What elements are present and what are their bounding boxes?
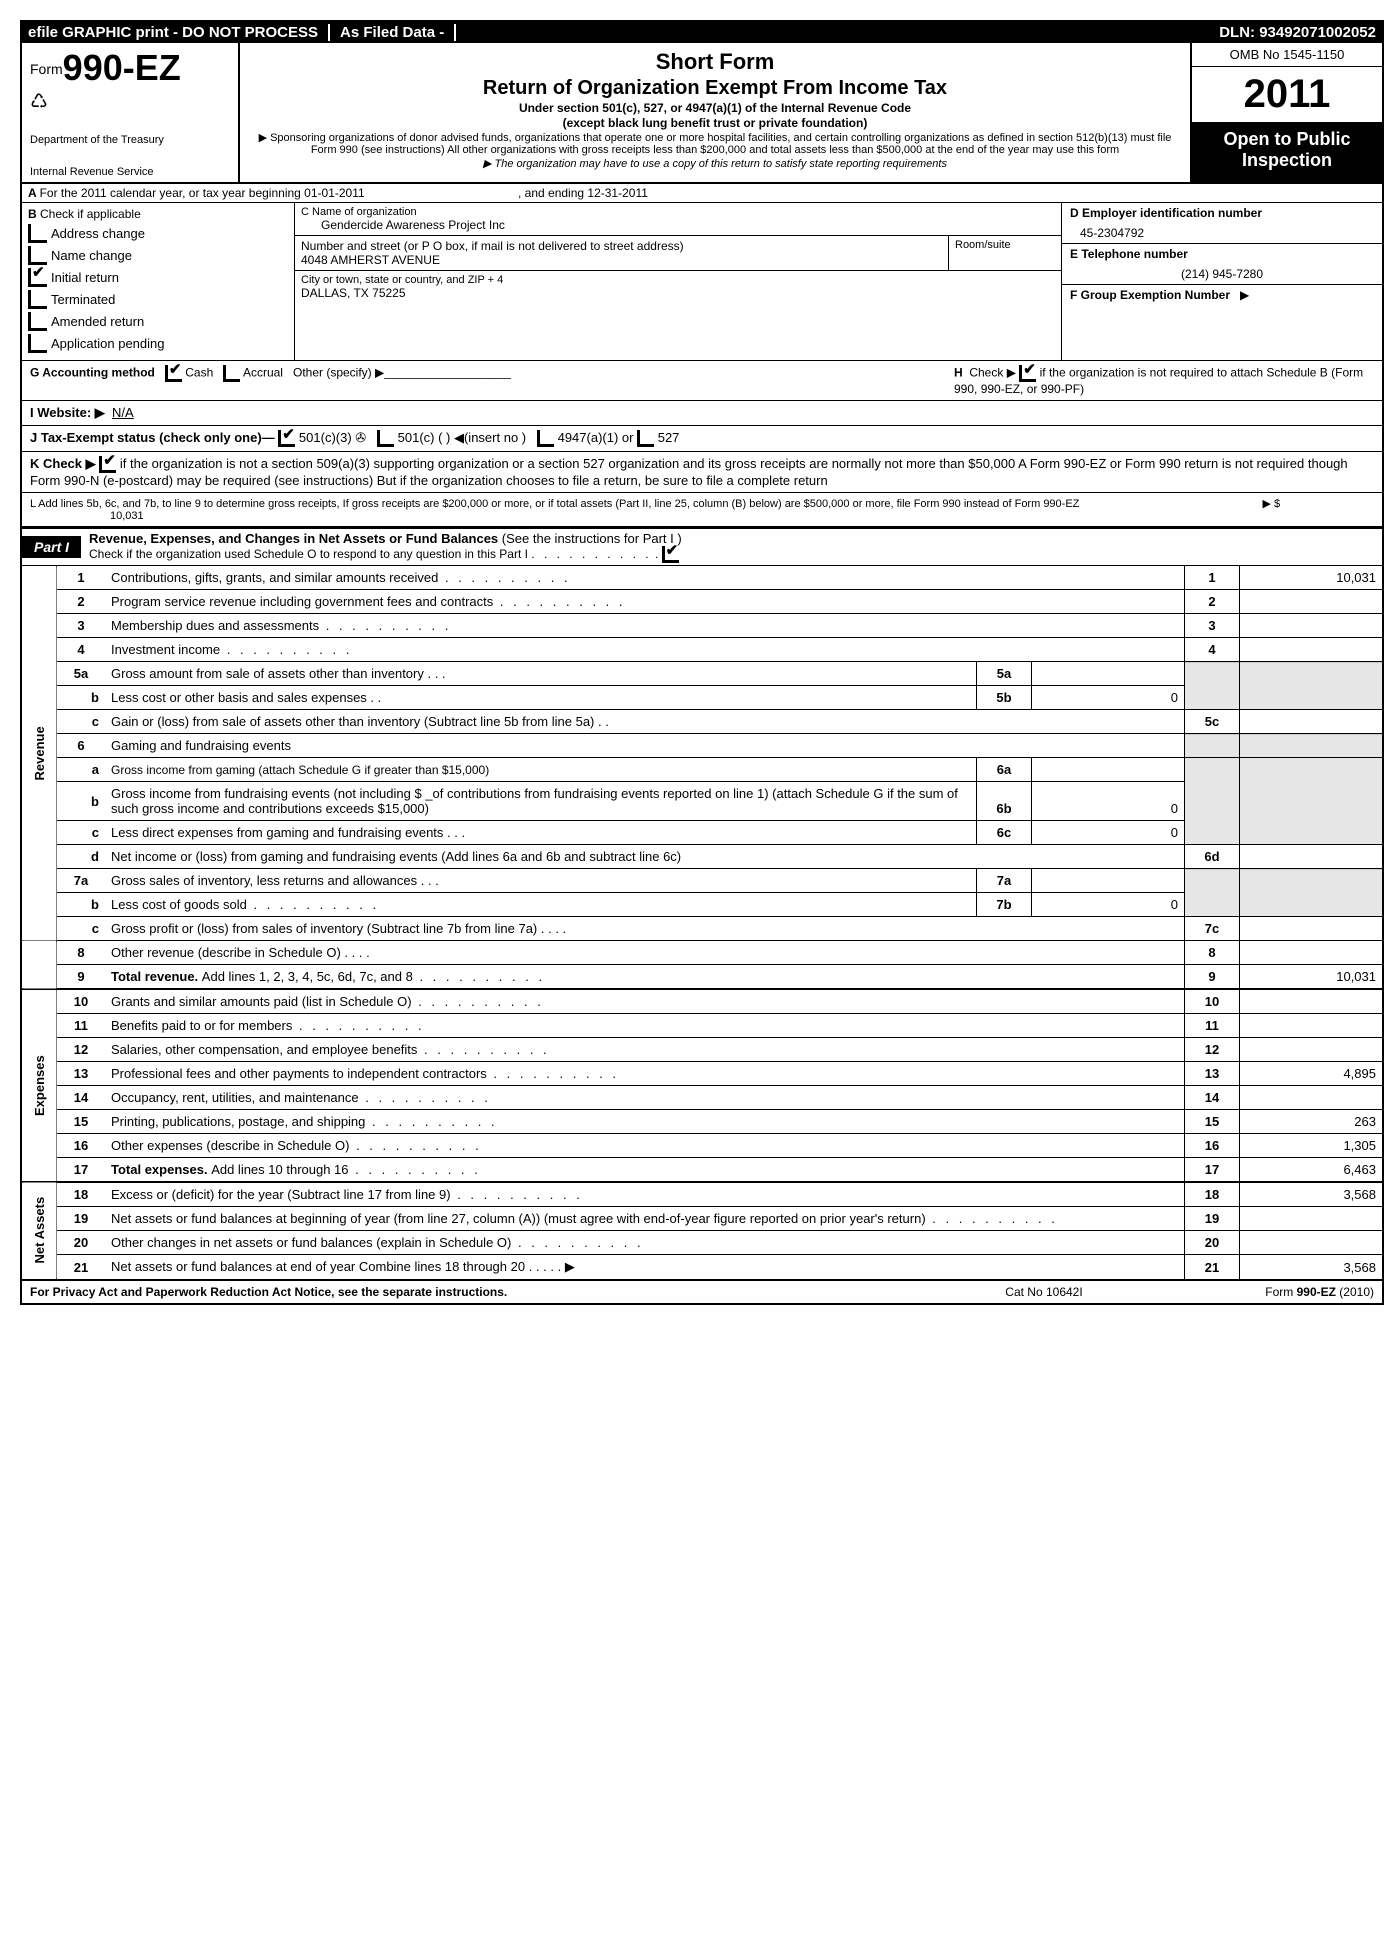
b-label: Check if applicable — [40, 207, 141, 221]
chk-accrual[interactable] — [223, 365, 240, 382]
col-d: D Employer identification number 45-2304… — [1061, 203, 1382, 360]
l1-value: 10,031 — [1240, 566, 1383, 590]
irs-label: Internal Revenue Service — [30, 166, 230, 178]
cat-no: Cat No 10642I — [934, 1285, 1154, 1299]
chk-address-change[interactable] — [28, 224, 47, 243]
form-number: 990-EZ — [63, 47, 181, 88]
header-left: Form990-EZ ♺ Department of the Treasury … — [22, 43, 240, 182]
header-right: OMB No 1545-1150 2011 Open to Public Ins… — [1190, 43, 1382, 182]
dept-treasury: Department of the Treasury — [30, 134, 230, 146]
asfiled-label: As Filed Data - — [340, 24, 456, 41]
tax-year: 2011 — [1192, 67, 1382, 123]
l-amount: 10,031 — [110, 510, 144, 522]
form-990ez: efile GRAPHIC print - DO NOT PROCESS As … — [20, 20, 1384, 1305]
chk-527[interactable] — [637, 430, 654, 447]
side-expenses: Expenses — [22, 989, 57, 1182]
l9-value: 10,031 — [1240, 965, 1383, 990]
row-l: L Add lines 5b, 6c, and 7b, to line 9 to… — [22, 493, 1382, 527]
chk-initial-return[interactable] — [28, 268, 47, 287]
block-bcd: B Check if applicable Address change Nam… — [22, 203, 1382, 361]
chk-pending[interactable] — [28, 334, 47, 353]
short-form-title: Short Form — [250, 49, 1180, 75]
chk-amended[interactable] — [28, 312, 47, 331]
l18-value: 3,568 — [1240, 1182, 1383, 1207]
efile-label: efile GRAPHIC print - DO NOT PROCESS — [28, 24, 330, 41]
header-middle: Short Form Return of Organization Exempt… — [240, 43, 1190, 182]
l15-value: 263 — [1240, 1110, 1383, 1134]
row-i: I Website: ▶ N/A — [22, 401, 1382, 426]
note-2: ▶ The organization may have to use a cop… — [250, 157, 1180, 170]
part1-tag: Part I — [22, 536, 81, 558]
chk-terminated[interactable] — [28, 290, 47, 309]
org-name: Gendercide Awareness Project Inc — [301, 218, 1055, 232]
ein: 45-2304792 — [1070, 220, 1374, 240]
open-to-public: Open to Public Inspection — [1192, 123, 1382, 182]
row-gh: G Accounting method Cash Accrual Other (… — [22, 361, 1382, 401]
main-title: Return of Organization Exempt From Incom… — [250, 77, 1180, 100]
form-prefix: Form — [30, 61, 63, 77]
l21-value: 3,568 — [1240, 1255, 1383, 1280]
part1-table: Revenue 1 Contributions, gifts, grants, … — [22, 566, 1382, 1280]
side-netassets: Net Assets — [22, 1182, 57, 1280]
form-ref: Form 990-EZ (2010) — [1154, 1285, 1374, 1299]
part1-header: Part I Revenue, Expenses, and Changes in… — [22, 527, 1382, 566]
chk-part1-schedO[interactable] — [662, 546, 679, 563]
side-revenue: Revenue — [22, 566, 57, 941]
room-suite-label: Room/suite — [949, 236, 1061, 270]
header: Form990-EZ ♺ Department of the Treasury … — [22, 43, 1382, 184]
l17-value: 6,463 — [1240, 1158, 1383, 1183]
row-k: K Check ▶ if the organization is not a s… — [22, 452, 1382, 493]
website: N/A — [112, 405, 134, 420]
chk-cash[interactable] — [165, 365, 182, 382]
top-black-bar: efile GRAPHIC print - DO NOT PROCESS As … — [22, 22, 1382, 43]
chk-501c[interactable] — [377, 430, 394, 447]
col-c: C Name of organization Gendercide Awaren… — [295, 203, 1061, 360]
dln-label: DLN: 93492071002052 — [1219, 24, 1376, 41]
org-address: 4048 AMHERST AVENUE — [301, 253, 942, 267]
omb-number: OMB No 1545-1150 — [1192, 43, 1382, 67]
chk-4947[interactable] — [537, 430, 554, 447]
note-1: ▶ Sponsoring organizations of donor advi… — [250, 131, 1180, 156]
chk-501c3[interactable] — [278, 430, 295, 447]
col-b: B Check if applicable Address change Nam… — [22, 203, 295, 360]
telephone: (214) 945-7280 — [1070, 261, 1374, 281]
org-city: DALLAS, TX 75225 — [301, 286, 1055, 300]
footer: For Privacy Act and Paperwork Reduction … — [22, 1280, 1382, 1303]
recycle-icon: ♺ — [30, 89, 230, 114]
l13-value: 4,895 — [1240, 1062, 1383, 1086]
subtitle-1: Under section 501(c), 527, or 4947(a)(1)… — [250, 101, 1180, 115]
row-j: J Tax-Exempt status (check only one)— 50… — [22, 426, 1382, 452]
privacy-notice: For Privacy Act and Paperwork Reduction … — [30, 1285, 934, 1299]
subtitle-2: (except black lung benefit trust or priv… — [250, 116, 1180, 130]
chk-k[interactable] — [99, 456, 116, 473]
l16-value: 1,305 — [1240, 1134, 1383, 1158]
row-a: A For the 2011 calendar year, or tax yea… — [22, 184, 1382, 203]
chk-h[interactable] — [1019, 365, 1036, 382]
